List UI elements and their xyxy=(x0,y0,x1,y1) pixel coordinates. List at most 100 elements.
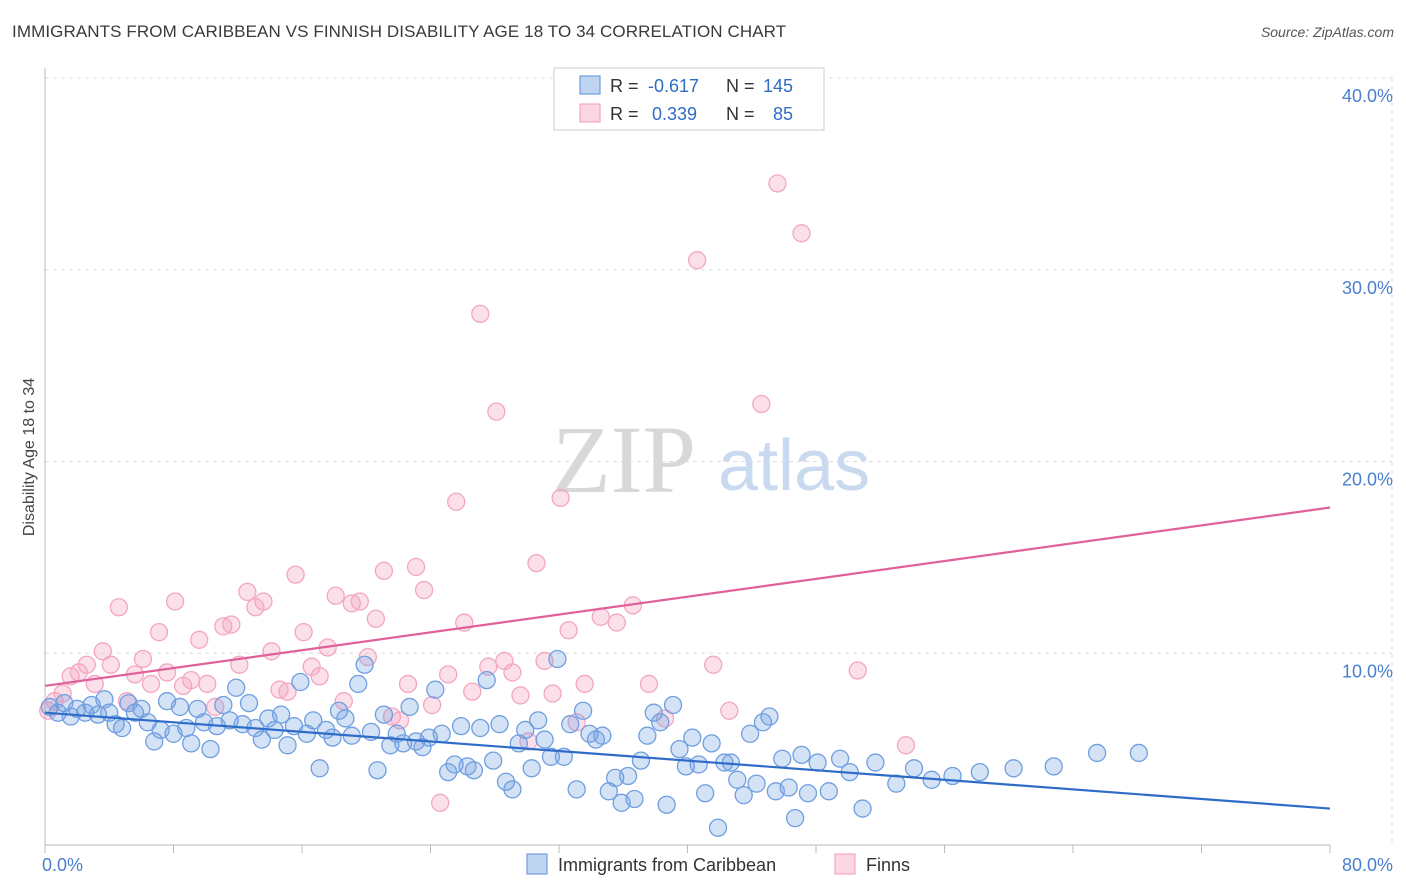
legend-swatch-finns xyxy=(579,103,601,123)
point-finns-27 xyxy=(254,592,273,611)
point-caribbean-121 xyxy=(830,749,850,768)
y-tick-label-3: 40.0% xyxy=(1342,86,1393,106)
legend-n-label-finns: N = xyxy=(726,104,755,124)
legend-n-label-caribbean: N = xyxy=(726,76,755,96)
point-caribbean-83 xyxy=(573,701,593,720)
point-caribbean-36 xyxy=(271,705,291,724)
point-caribbean-130 xyxy=(1004,759,1023,778)
point-finns-55 xyxy=(479,657,498,676)
y-axis-title: Disability Age 18 to 34 xyxy=(21,378,38,536)
x-tick-label-1: 80.0% xyxy=(1342,855,1393,875)
bottom-legend-swatch-caribbean xyxy=(526,853,548,875)
point-caribbean-86 xyxy=(593,726,612,745)
point-caribbean-25 xyxy=(201,739,220,759)
point-finns-63 xyxy=(543,684,562,703)
point-finns-53 xyxy=(463,682,482,701)
point-caribbean-56 xyxy=(400,697,419,717)
point-finns-66 xyxy=(567,713,586,732)
point-caribbean-48 xyxy=(349,674,368,694)
point-finns-23 xyxy=(222,615,241,634)
point-finns-78 xyxy=(792,224,811,243)
point-finns-8 xyxy=(101,655,121,674)
point-finns-39 xyxy=(350,592,369,611)
point-caribbean-118 xyxy=(798,784,818,803)
point-caribbean-61 xyxy=(432,724,451,743)
legend-swatch-caribbean xyxy=(579,75,601,95)
axes xyxy=(44,68,1331,853)
point-caribbean-77 xyxy=(535,730,554,749)
point-finns-49 xyxy=(430,793,450,812)
point-caribbean-78 xyxy=(541,747,561,766)
point-finns-61 xyxy=(527,553,546,573)
point-caribbean-31 xyxy=(239,693,259,713)
point-finns-71 xyxy=(639,674,659,694)
point-finns-20 xyxy=(198,674,217,694)
point-caribbean-117 xyxy=(792,745,811,765)
point-finns-69 xyxy=(607,613,626,632)
point-caribbean-64 xyxy=(451,716,471,736)
point-caribbean-94 xyxy=(644,703,663,722)
point-caribbean-33 xyxy=(252,730,271,749)
point-caribbean-66 xyxy=(464,761,484,780)
point-caribbean-22 xyxy=(182,734,201,753)
point-caribbean-112 xyxy=(760,707,779,726)
point-caribbean-102 xyxy=(696,784,715,803)
point-caribbean-104 xyxy=(708,818,728,837)
point-caribbean-60 xyxy=(426,680,445,699)
point-finns-25 xyxy=(238,582,257,602)
point-finns-12 xyxy=(133,649,153,669)
y-tick-label-2: 30.0% xyxy=(1342,278,1393,298)
point-finns-30 xyxy=(278,682,297,701)
point-caribbean-114 xyxy=(773,749,792,768)
point-caribbean-123 xyxy=(853,799,872,818)
point-finns-59 xyxy=(511,686,530,705)
point-caribbean-69 xyxy=(483,751,503,770)
point-finns-67 xyxy=(575,674,594,694)
point-caribbean-129 xyxy=(970,762,989,782)
legend-r-value-finns: 0.339 xyxy=(652,104,697,124)
point-finns-31 xyxy=(286,565,305,584)
point-finns-64 xyxy=(551,488,570,508)
watermark-atlas: atlas xyxy=(718,426,870,506)
point-caribbean-67 xyxy=(471,718,490,738)
point-finns-65 xyxy=(559,621,578,640)
point-finns-74 xyxy=(704,655,723,674)
point-caribbean-116 xyxy=(785,809,805,828)
point-caribbean-52 xyxy=(374,705,394,724)
point-finns-50 xyxy=(439,665,458,684)
point-caribbean-110 xyxy=(747,774,766,793)
watermark-zip: ZIP xyxy=(552,406,696,513)
chart-title: IMMIGRANTS FROM CARIBBEAN VS FINNISH DIS… xyxy=(12,22,787,41)
point-finns-44 xyxy=(390,711,410,730)
point-caribbean-101 xyxy=(689,755,708,774)
point-finns-13 xyxy=(141,674,161,694)
point-caribbean-91 xyxy=(625,789,644,809)
point-caribbean-49 xyxy=(355,655,374,674)
point-caribbean-11 xyxy=(112,718,132,738)
point-caribbean-81 xyxy=(561,715,580,734)
point-caribbean-8 xyxy=(95,690,114,709)
point-caribbean-29 xyxy=(226,678,246,697)
point-finns-7 xyxy=(93,642,112,661)
trend-line-finns xyxy=(44,506,1331,687)
legend-n-value-caribbean: 145 xyxy=(763,76,793,96)
point-finns-56 xyxy=(487,402,506,421)
bottom-legend-swatch-finns xyxy=(834,853,856,875)
point-caribbean-68 xyxy=(477,670,496,690)
point-caribbean-124 xyxy=(866,753,885,772)
x-tick-labels: 0.0% 80.0% xyxy=(42,855,1393,875)
point-finns-58 xyxy=(503,663,522,682)
point-caribbean-98 xyxy=(670,739,689,759)
point-caribbean-58 xyxy=(413,738,432,757)
point-caribbean-44 xyxy=(323,728,342,747)
y-tick-label-1: 20.0% xyxy=(1342,470,1393,490)
point-finns-32 xyxy=(294,623,313,642)
point-caribbean-76 xyxy=(528,711,548,730)
point-caribbean-95 xyxy=(651,713,670,732)
point-caribbean-103 xyxy=(702,734,721,753)
point-finns-28 xyxy=(262,642,281,661)
legend-box xyxy=(553,67,825,131)
point-finns-14 xyxy=(149,623,169,642)
trend-lines xyxy=(44,506,1331,810)
